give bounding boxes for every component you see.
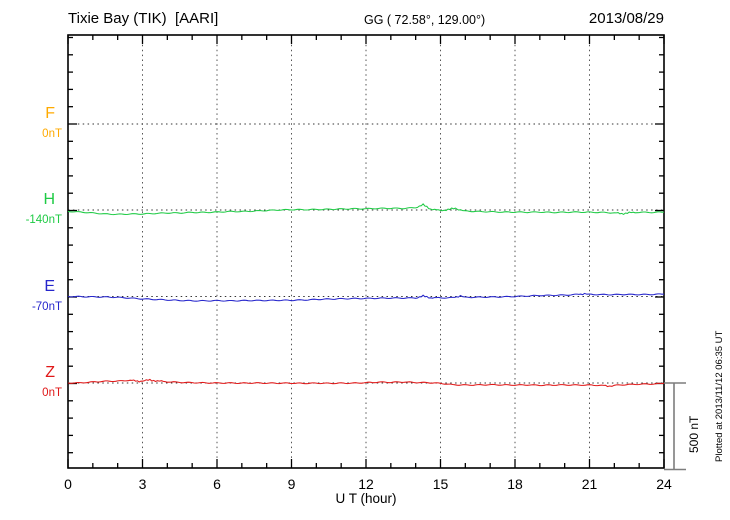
channel-label-E: E (44, 278, 55, 295)
plot-frame (67, 34, 665, 469)
station-title: Tixie Bay (TIK) [AARI] (68, 10, 219, 27)
x-tick-label: 18 (507, 476, 523, 492)
x-tick-label: 9 (288, 476, 296, 492)
trace-Z (67, 378, 665, 388)
x-tick-label: 0 (64, 476, 72, 492)
scalebar-label: 500 nT (687, 415, 701, 453)
channel-baseline-Z: 0nT (42, 387, 62, 399)
channel-baseline-E: -70nT (31, 301, 62, 313)
channel-baseline-H: -140nT (25, 214, 62, 226)
x-tick-label: 15 (433, 476, 449, 492)
x-tick-label: 21 (582, 476, 598, 492)
channel-label-Z: Z (45, 364, 55, 381)
x-axis-label: U T (hour) (335, 491, 397, 506)
geo-coordinates: GG ( 72.58°, 129.00°) (364, 13, 486, 27)
channel-baseline-F: 0nT (42, 128, 62, 140)
plotted-at-note: Plotted at 2013/11/12 06:35 UT (714, 330, 725, 462)
x-tick-label: 12 (358, 476, 374, 492)
x-tick-label: 6 (213, 476, 221, 492)
x-tick-label: 3 (139, 476, 147, 492)
channel-label-F: F (45, 105, 55, 122)
trace-H (67, 203, 665, 216)
plot-date: 2013/08/29 (588, 10, 664, 27)
channel-label-H: H (43, 191, 55, 208)
x-tick-label: 24 (656, 476, 672, 492)
trace-E (67, 292, 665, 302)
